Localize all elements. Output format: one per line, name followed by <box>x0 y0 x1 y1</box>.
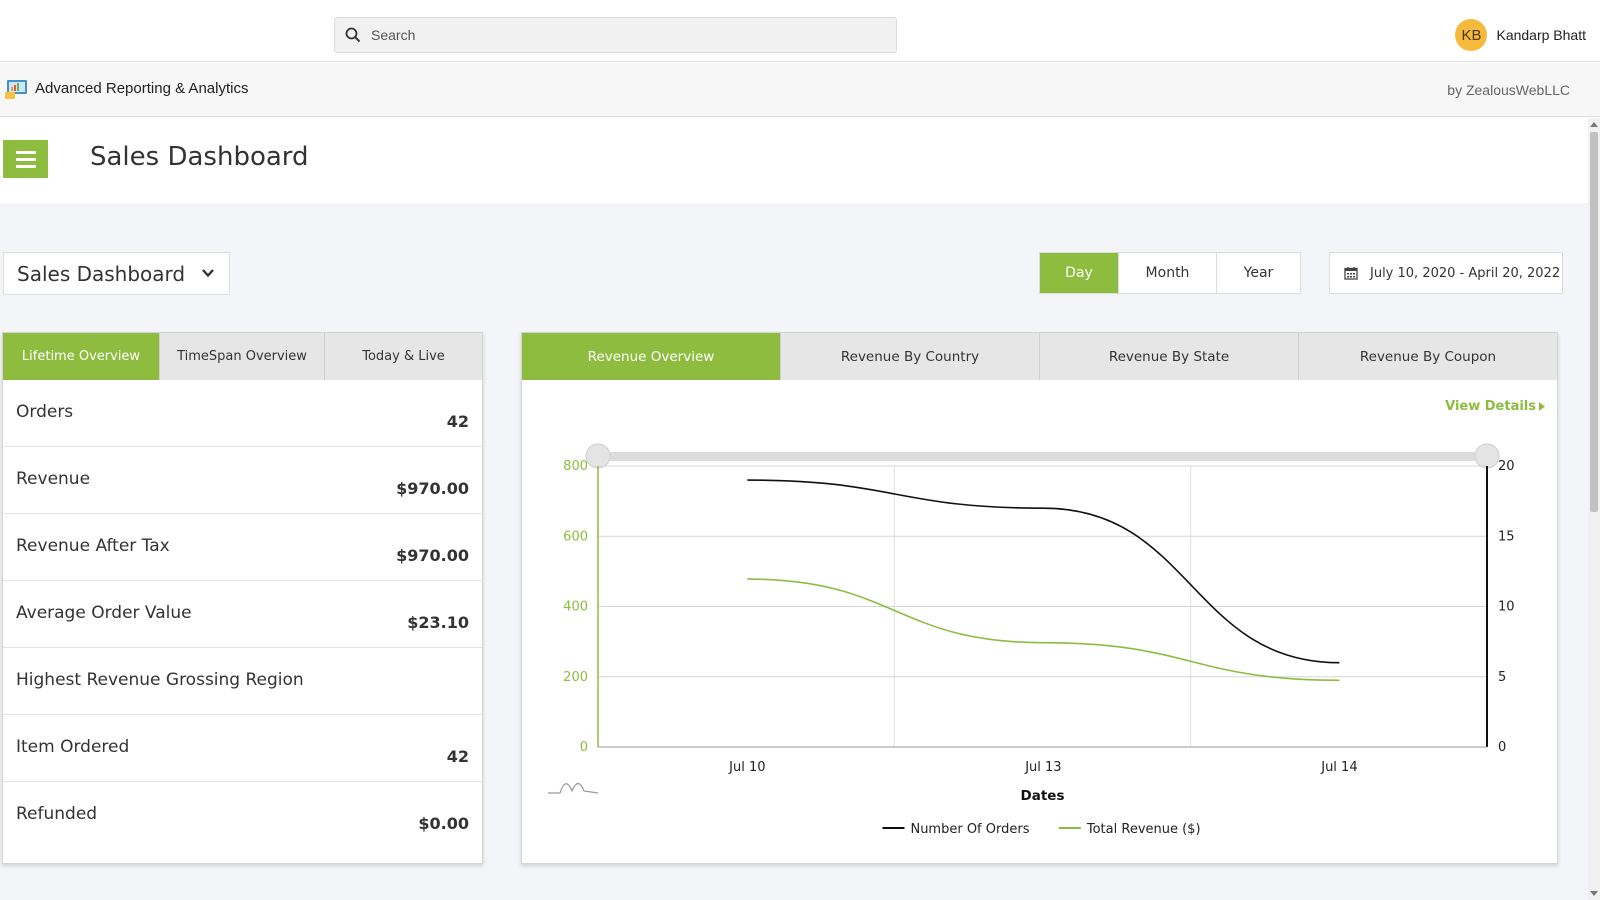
hamburger-menu-button[interactable] <box>3 140 48 178</box>
revenue-chart-card: Revenue Overview Revenue By Country Reve… <box>521 332 1558 864</box>
app-header: Advanced Reporting & Analytics by Zealou… <box>0 63 1600 117</box>
x-tick-label: Jul 10 <box>728 760 765 775</box>
revenue-line-chart: 0 200 400 600 800 0 5 10 15 20 Jul 10 Jul 13 Jul 14 D… <box>548 443 1515 837</box>
metric-value: 42 <box>446 412 469 431</box>
scroll-down-arrow-icon[interactable] <box>1590 891 1598 896</box>
y-tick-label-right: 10 <box>1498 600 1515 615</box>
metric-value: $0.00 <box>418 814 469 833</box>
metric-value: $23.10 <box>407 613 469 632</box>
page-header: Sales Dashboard <box>0 118 1588 203</box>
tab-today-live[interactable]: Today & Live <box>325 333 482 380</box>
revenue-tabs: Revenue Overview Revenue By Country Reve… <box>522 333 1557 380</box>
y-tick-label-right: 15 <box>1498 529 1515 544</box>
period-month-button[interactable]: Month <box>1119 253 1217 293</box>
dashboard-select[interactable]: Sales Dashboard <box>3 252 230 295</box>
dashboard-content: Sales Dashboard Day Month Year July 10, … <box>0 203 1588 900</box>
metric-row-highest-revenue-region: Highest Revenue Grossing Region <box>3 648 482 715</box>
range-slider-right-handle[interactable] <box>1474 443 1500 469</box>
range-slider-left-handle[interactable] <box>585 443 611 469</box>
period-day-button[interactable]: Day <box>1040 253 1119 293</box>
y-tick-label-right: 0 <box>1498 740 1506 755</box>
analytics-app-icon <box>5 80 27 99</box>
tab-lifetime-overview[interactable]: Lifetime Overview <box>3 333 160 380</box>
calendar-icon <box>1344 267 1358 280</box>
search-input[interactable] <box>371 27 871 43</box>
x-tick-label: Jul 14 <box>1320 760 1357 775</box>
metric-row-item-ordered: Item Ordered 42 <box>3 715 482 782</box>
legend-label-orders: Number Of Orders <box>910 822 1029 837</box>
tab-timespan-overview[interactable]: TimeSpan Overview <box>160 333 325 380</box>
user-name[interactable]: Kandarp Bhatt <box>1496 27 1586 43</box>
navigator-preview-icon <box>548 782 599 794</box>
metric-row-revenue: Revenue $970.00 <box>3 447 482 514</box>
scroll-up-arrow-icon[interactable] <box>1590 122 1598 127</box>
metric-row-revenue-after-tax: Revenue After Tax $970.00 <box>3 514 482 581</box>
metric-label: Refunded <box>16 804 98 824</box>
chevron-down-icon <box>202 269 214 278</box>
view-details-label: View Details <box>1445 399 1536 414</box>
top-bar: KB Kandarp Bhatt <box>0 0 1600 62</box>
search-icon <box>335 18 371 52</box>
metric-label: Revenue After Tax <box>16 536 170 556</box>
hamburger-icon-bar <box>15 164 36 168</box>
hamburger-icon-bar <box>15 157 36 161</box>
y-tick-label-left: 200 <box>563 670 588 685</box>
metric-value: $970.00 <box>396 546 469 565</box>
metric-label: Item Ordered <box>16 737 130 757</box>
date-range-value: July 10, 2020 - April 20, 2022 <box>1370 265 1561 281</box>
user-menu[interactable]: KB Kandarp Bhatt <box>1455 19 1586 51</box>
hamburger-icon-bar <box>15 150 36 154</box>
page-title: Sales Dashboard <box>90 142 309 172</box>
y-tick-label-left: 0 <box>580 740 588 755</box>
y-tick-label-left: 800 <box>563 459 588 474</box>
metric-label: Revenue <box>16 469 91 489</box>
metric-value: $970.00 <box>396 479 469 498</box>
period-toggle: Day Month Year <box>1039 252 1301 294</box>
period-year-button[interactable]: Year <box>1243 265 1274 281</box>
y-tick-label-right: 5 <box>1498 670 1506 685</box>
tab-revenue-by-coupon[interactable]: Revenue By Coupon <box>1299 333 1557 380</box>
app-title: Advanced Reporting & Analytics <box>35 80 249 97</box>
series-line-orders <box>747 479 1340 664</box>
page-scrollbar[interactable] <box>1588 118 1600 900</box>
date-range-picker[interactable]: July 10, 2020 - April 20, 2022 <box>1329 252 1563 294</box>
x-tick-label: Jul 13 <box>1024 760 1061 775</box>
metric-label: Highest Revenue Grossing Region <box>16 670 304 690</box>
metric-row-average-order-value: Average Order Value $23.10 <box>3 581 482 648</box>
metric-label: Orders <box>16 402 74 422</box>
y-tick-label-left: 400 <box>563 600 588 615</box>
x-axis-title: Dates <box>1021 788 1065 804</box>
tab-revenue-by-country[interactable]: Revenue By Country <box>781 333 1040 380</box>
search-box[interactable] <box>334 17 897 53</box>
metric-row-refunded: Refunded $0.00 <box>3 782 482 849</box>
metric-label: Average Order Value <box>16 603 192 623</box>
y-tick-label-left: 600 <box>563 529 588 544</box>
avatar[interactable]: KB <box>1455 19 1488 51</box>
app-vendor: by ZealousWebLLC <box>1447 82 1570 98</box>
tab-revenue-overview[interactable]: Revenue Overview <box>522 333 781 380</box>
range-slider-track <box>598 452 1487 461</box>
overview-card: Lifetime Overview TimeSpan Overview Toda… <box>2 332 483 864</box>
tab-revenue-by-state[interactable]: Revenue By State <box>1040 333 1299 380</box>
dashboard-select-value: Sales Dashboard <box>17 261 186 286</box>
y-tick-label-right: 20 <box>1498 459 1515 474</box>
series-line-revenue <box>747 578 1340 682</box>
legend-label-revenue: Total Revenue ($) <box>1086 822 1201 837</box>
metric-row-orders: Orders 42 <box>3 380 482 447</box>
view-details-link[interactable]: View Details <box>1445 399 1545 414</box>
scrollbar-thumb[interactable] <box>1590 132 1598 512</box>
metric-value: 42 <box>446 747 469 766</box>
overview-tabs: Lifetime Overview TimeSpan Overview Toda… <box>3 333 482 380</box>
caret-right-icon <box>1539 402 1545 411</box>
